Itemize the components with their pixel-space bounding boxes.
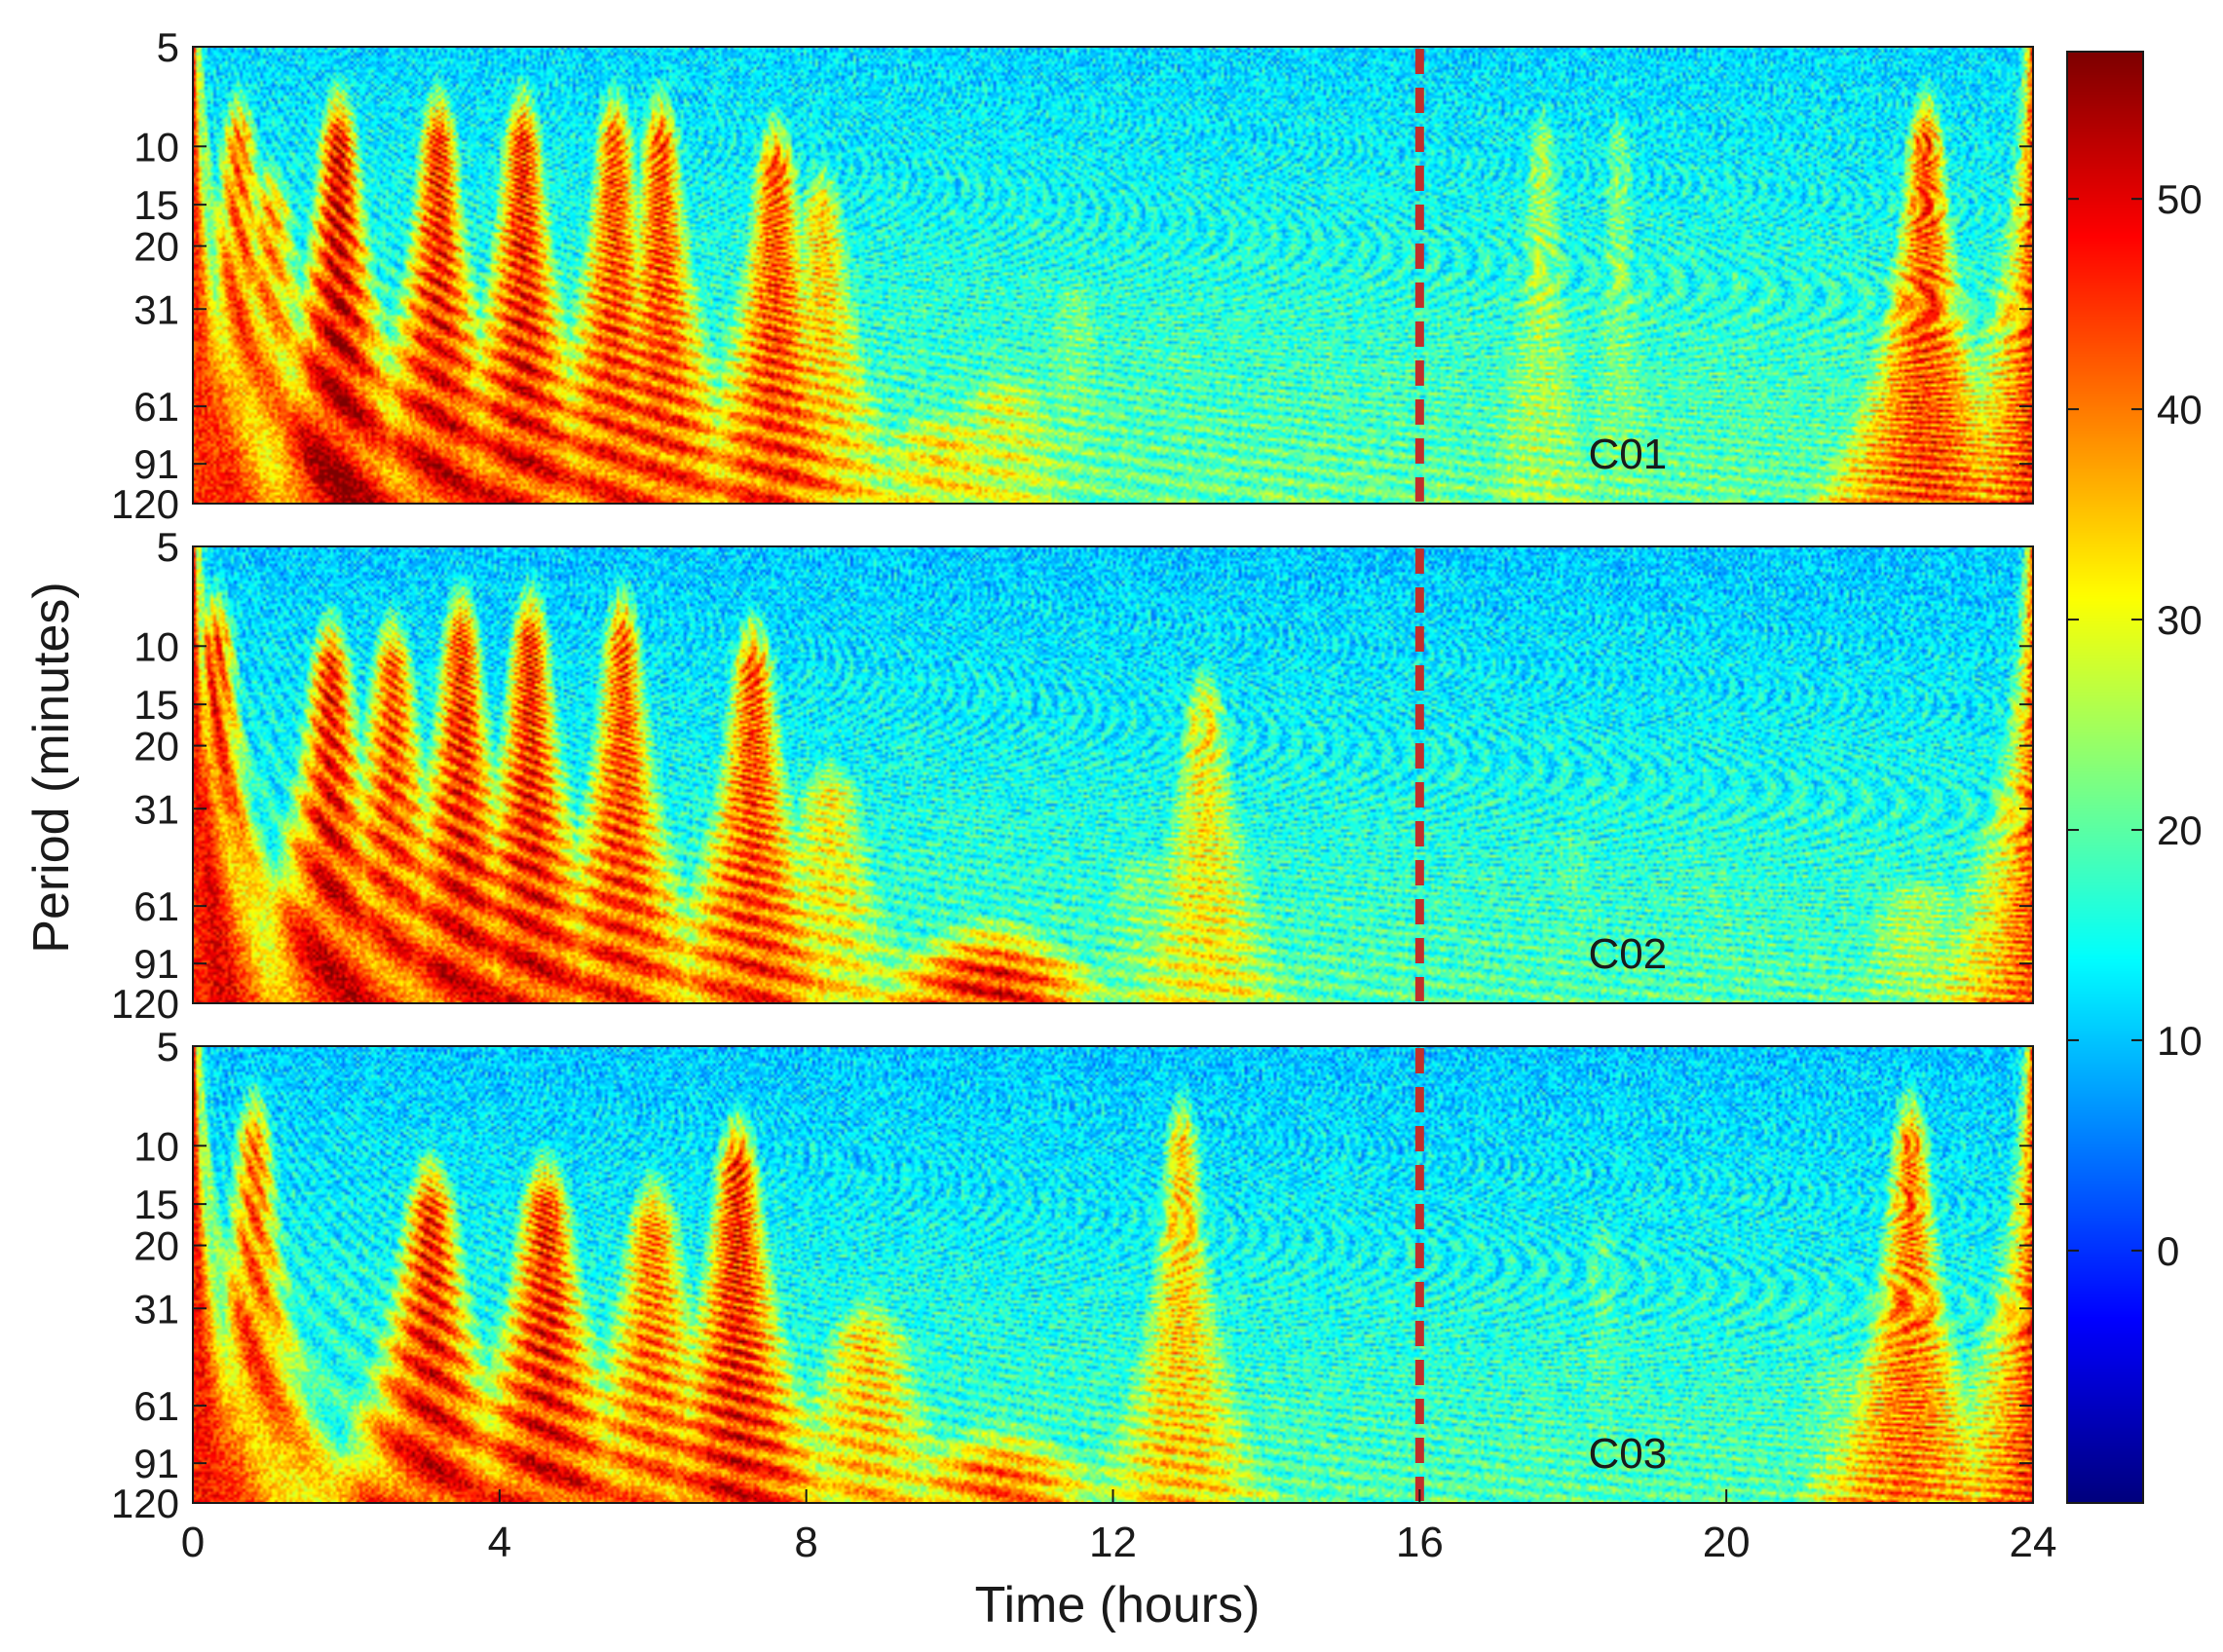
y-tick-label: 5 [157,1024,179,1070]
y-tick-label: 20 [133,1223,179,1269]
colorbar-ticks: 0 10 20 30 40 50 [2067,176,2203,1274]
panel-label-c03: C03 [1588,1430,1667,1478]
y-tick-label: 20 [133,224,179,270]
panel-label-c01: C01 [1588,431,1667,478]
y-axis-ticks: 5101520316191120510152031619112051015203… [111,24,2033,1526]
y-tick-label: 61 [133,384,179,430]
y-tick-label: 31 [133,786,179,832]
colorbar-tick-label: 30 [2157,597,2203,643]
y-tick-label: 31 [133,1286,179,1332]
x-axis-label: Time (hours) [975,1577,1261,1633]
y-tick-label: 5 [157,24,179,70]
y-tick-label: 31 [133,286,179,332]
colorbar-tick-label: 40 [2157,387,2203,432]
y-tick-label: 120 [111,1481,179,1526]
y-tick-label: 61 [133,1383,179,1429]
x-tick-label: 0 [181,1519,205,1566]
panel-labels: C01 C02 C03 [1588,431,1667,1478]
y-tick-label: 5 [157,524,179,570]
colorbar-tick-label: 50 [2157,176,2203,222]
y-tick-label: 15 [133,182,179,228]
x-tick-label: 24 [2010,1519,2057,1566]
y-tick-label: 91 [133,941,179,987]
y-tick-label: 120 [111,981,179,1027]
colorbar-frame [2066,51,2144,1504]
heatmap-panel-c03 [193,1046,2033,1503]
y-tick-label: 91 [133,1441,179,1486]
colorbar-tick-label: 0 [2157,1228,2179,1274]
panel-label-c02: C02 [1588,930,1667,978]
y-tick-label: 91 [133,441,179,487]
panel-frame [192,46,2034,505]
y-tick-label: 120 [111,481,179,527]
y-tick-label: 10 [133,124,179,169]
colorbar-tick-label: 20 [2157,807,2203,853]
y-tick-label: 10 [133,623,179,669]
colorbar-tick-label: 10 [2157,1018,2203,1064]
colorbar [2067,52,2143,1503]
y-tick-label: 15 [133,1182,179,1227]
y-tick-label: 20 [133,724,179,770]
heatmap-panel-c01 [193,47,2033,504]
panel-frame [192,545,2034,1004]
x-tick-label: 12 [1089,1519,1137,1566]
y-tick-label: 10 [133,1123,179,1169]
x-tick-label: 20 [1703,1519,1751,1566]
x-axis-ticks: 0 4 8 12 16 20 24 [181,1489,2057,1566]
x-tick-label: 8 [794,1519,817,1566]
y-tick-label: 61 [133,883,179,929]
y-tick-label: 15 [133,682,179,728]
heatmap-panel-c02 [193,546,2033,1003]
y-axis-label: Period (minutes) [23,582,80,953]
x-tick-label: 16 [1396,1519,1444,1566]
x-tick-label: 4 [488,1519,511,1566]
